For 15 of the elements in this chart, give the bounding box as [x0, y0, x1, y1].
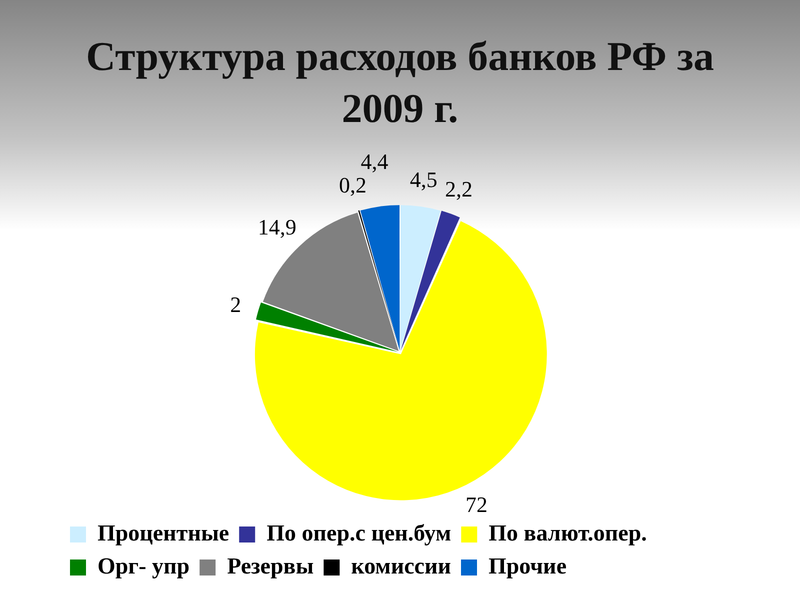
data-label: 4,5 [410, 167, 438, 192]
data-label: 2,2 [444, 176, 472, 202]
data-label: 72 [465, 492, 488, 517]
data-label: 2 [230, 292, 242, 317]
legend-label: Процентные [98, 520, 230, 546]
legend-label: Орг- упр [98, 553, 190, 578]
legend-label: По опер.с цен.бум [266, 520, 452, 546]
data-label: 14,9 [258, 214, 296, 240]
legend-label: комиссии [351, 553, 452, 578]
legend-label: Резервы [227, 553, 314, 578]
chart-title: Структура расходов банков РФ за 2009 г. [85, 32, 715, 133]
data-label: 4,4 [360, 149, 388, 174]
legend-label: Прочие [488, 553, 567, 578]
legend-label: По валют.опер. [488, 520, 647, 546]
data-label: 0,2 [338, 172, 366, 198]
